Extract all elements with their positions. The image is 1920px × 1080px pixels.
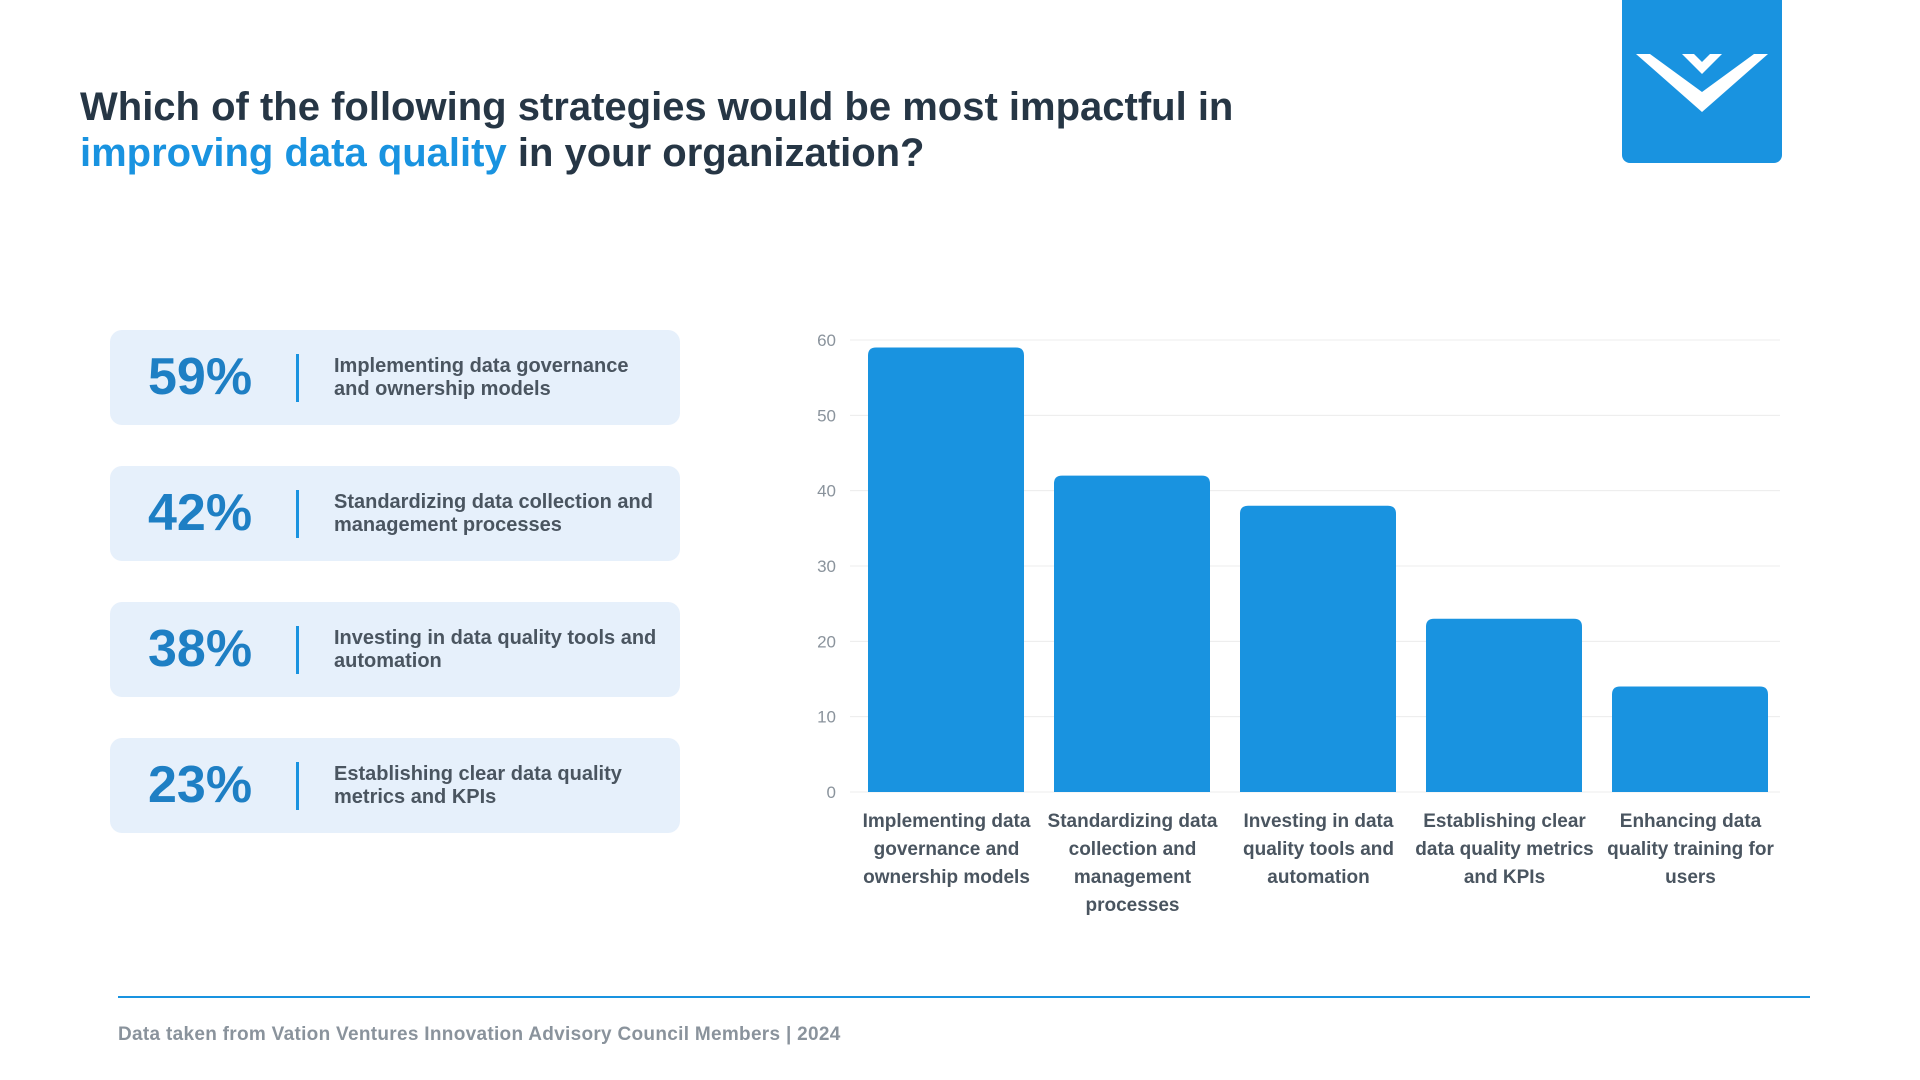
y-tick-label: 30 (817, 557, 836, 576)
stat-description: Standardizing data collection and manage… (334, 490, 653, 536)
x-category-label: Enhancing data quality training for user… (1607, 811, 1774, 888)
x-category-label: Standardizing data collection and manage… (1047, 811, 1218, 916)
stat-divider (296, 490, 299, 538)
y-tick-label: 0 (827, 783, 836, 800)
vation-chevron-logo-icon (1636, 54, 1768, 112)
page-title: Which of the following strategies would … (80, 84, 1380, 176)
title-part-2: in your organization? (506, 131, 925, 175)
stat-description: Investing in data quality tools and auto… (334, 626, 657, 672)
stat-card-4: 23% Establishing clear data quality metr… (110, 738, 680, 833)
bar-3 (1240, 505, 1396, 792)
x-category-label: Implementing data governance and ownersh… (862, 811, 1031, 888)
stat-card-1: 59% Implementing data governance and own… (110, 330, 680, 425)
bar-5 (1612, 686, 1768, 792)
stat-percent: 59% (148, 348, 253, 406)
bar-chart: 0 10 20 30 40 50 60 (817, 331, 1780, 800)
title-part-1: Which of the following strategies would … (80, 85, 1234, 129)
stat-description: Implementing data governance and ownersh… (334, 354, 629, 400)
x-category-label: Investing in data quality tools and auto… (1243, 811, 1394, 888)
footer-source: Data taken from Vation Ventures Innovati… (118, 1024, 841, 1045)
y-tick-label: 50 (817, 406, 836, 425)
stat-divider (296, 626, 299, 674)
y-tick-label: 10 (817, 708, 836, 727)
x-category-label: Establishing clear data quality metrics … (1415, 811, 1594, 888)
stat-percent: 38% (148, 620, 253, 678)
brand-logo (1622, 0, 1782, 163)
stat-percent: 42% (148, 484, 253, 542)
y-tick-label: 20 (817, 632, 836, 651)
bar-1 (868, 347, 1024, 792)
stat-divider (296, 762, 299, 810)
footer-divider (118, 996, 1810, 998)
stat-percent: 23% (148, 756, 253, 814)
title-highlight: improving data quality (80, 131, 507, 175)
y-tick-label: 40 (817, 482, 836, 501)
y-tick-label: 60 (817, 331, 836, 350)
bar-2 (1054, 475, 1210, 792)
bar-4 (1426, 618, 1582, 792)
stat-divider (296, 354, 299, 402)
stat-card-2: 42% Standardizing data collection and ma… (110, 466, 680, 561)
stat-card-3: 38% Investing in data quality tools and … (110, 602, 680, 697)
stat-description: Establishing clear data quality metrics … (334, 762, 622, 808)
